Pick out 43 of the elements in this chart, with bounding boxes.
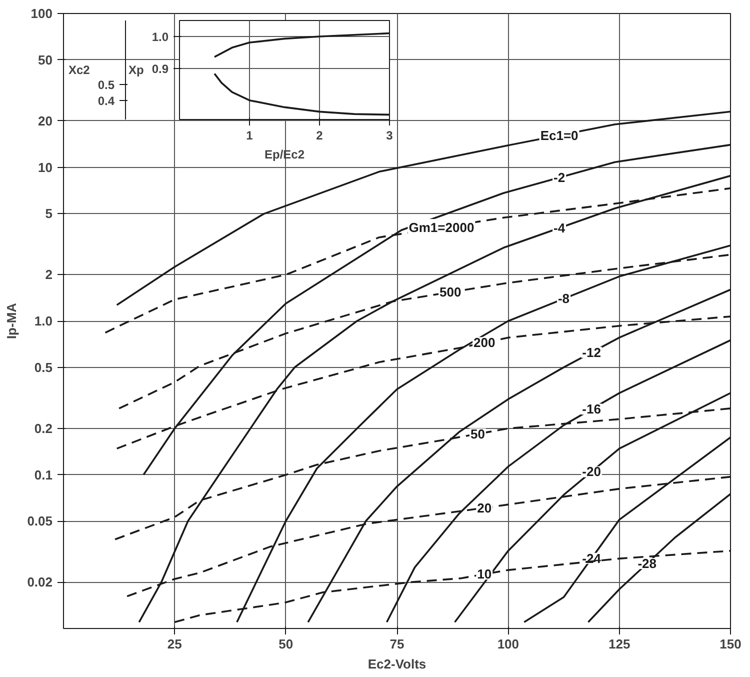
y2-axis-title: Xc2 (68, 63, 90, 77)
series-label: 200 (474, 335, 496, 350)
x-tick-label: 75 (390, 636, 404, 652)
y-tick-label: 0.9 (152, 62, 169, 76)
series-label: -4 (554, 220, 566, 236)
series-label: -16 (582, 402, 601, 417)
x-tick-label: 1 (246, 128, 254, 142)
series-label: 20 (477, 500, 492, 516)
y-tick-label: 50 (38, 52, 53, 68)
y-tick-label: 0.5 (34, 360, 53, 375)
series-label: 500 (440, 284, 462, 300)
x-tick-label: 2 (316, 128, 324, 142)
y2-tick-label: 0.5 (98, 78, 115, 92)
series-label: -20 (582, 464, 601, 480)
y-tick-label: 10 (38, 160, 53, 175)
x-tick-label: 100 (497, 636, 520, 652)
y-tick-label: 0.05 (27, 514, 53, 529)
series-label: Ec1=0 (540, 128, 578, 143)
x-axis-title: Ec2-Volts (368, 656, 426, 672)
y-tick-label: 20 (38, 113, 53, 128)
series-label: -2 (554, 170, 566, 186)
x-tick-label: 25 (167, 636, 182, 652)
series-label: -12 (582, 344, 601, 360)
series-label: 50 (470, 426, 485, 442)
series-label: Gm1=2000 (408, 220, 474, 236)
y-tick-label: 0.2 (34, 420, 53, 436)
y-tick-label: 100 (30, 6, 53, 21)
x-tick-label: 125 (608, 636, 630, 652)
y-axis-title: Xp (128, 63, 144, 77)
y2-tick-label: 0.4 (98, 94, 115, 108)
series-label: 10 (477, 566, 492, 582)
y-tick-label: 5 (45, 206, 53, 222)
x-tick-label: 150 (720, 636, 742, 652)
y-tick-label: 2 (45, 267, 53, 282)
y-tick-label: 0.1 (34, 467, 53, 482)
y-tick-label: 1.0 (34, 314, 53, 328)
x-tick-label: 50 (278, 636, 294, 652)
series-label: -28 (638, 556, 657, 571)
y-tick-label: 0.02 (27, 574, 53, 590)
y-tick-label: 1.0 (152, 30, 169, 44)
x-tick-label: 3 (386, 128, 394, 142)
series-label: -8 (558, 291, 570, 306)
y-axis-title: Ip-MA (4, 302, 20, 340)
